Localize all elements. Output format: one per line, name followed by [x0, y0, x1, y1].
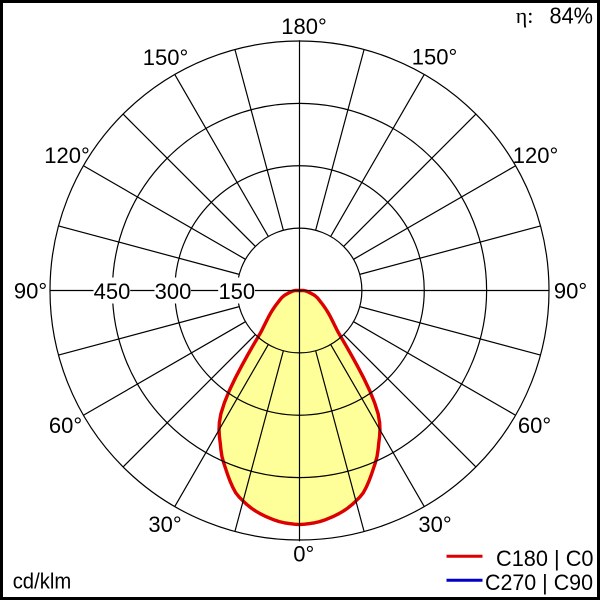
svg-text:C180 | C0: C180 | C0: [496, 546, 594, 571]
svg-text:180°: 180°: [281, 14, 327, 39]
svg-text:η:: η:: [516, 3, 534, 28]
svg-text:150°: 150°: [143, 45, 189, 70]
svg-text:cd/klm: cd/klm: [13, 569, 71, 594]
svg-text:450: 450: [94, 279, 131, 304]
svg-text:300: 300: [155, 279, 192, 304]
svg-text:120°: 120°: [44, 143, 90, 168]
svg-text:150°: 150°: [412, 45, 458, 70]
svg-text:120°: 120°: [513, 143, 559, 168]
svg-text:C270 | C90: C270 | C90: [485, 570, 593, 595]
svg-text:90°: 90°: [554, 278, 587, 303]
svg-text:30°: 30°: [148, 512, 181, 537]
svg-text:30°: 30°: [418, 512, 451, 537]
svg-text:150: 150: [218, 279, 255, 304]
svg-text:60°: 60°: [518, 413, 551, 438]
svg-text:0°: 0°: [293, 542, 314, 567]
svg-text:90°: 90°: [14, 278, 47, 303]
svg-text:60°: 60°: [49, 413, 82, 438]
svg-text:84%: 84%: [550, 3, 594, 29]
